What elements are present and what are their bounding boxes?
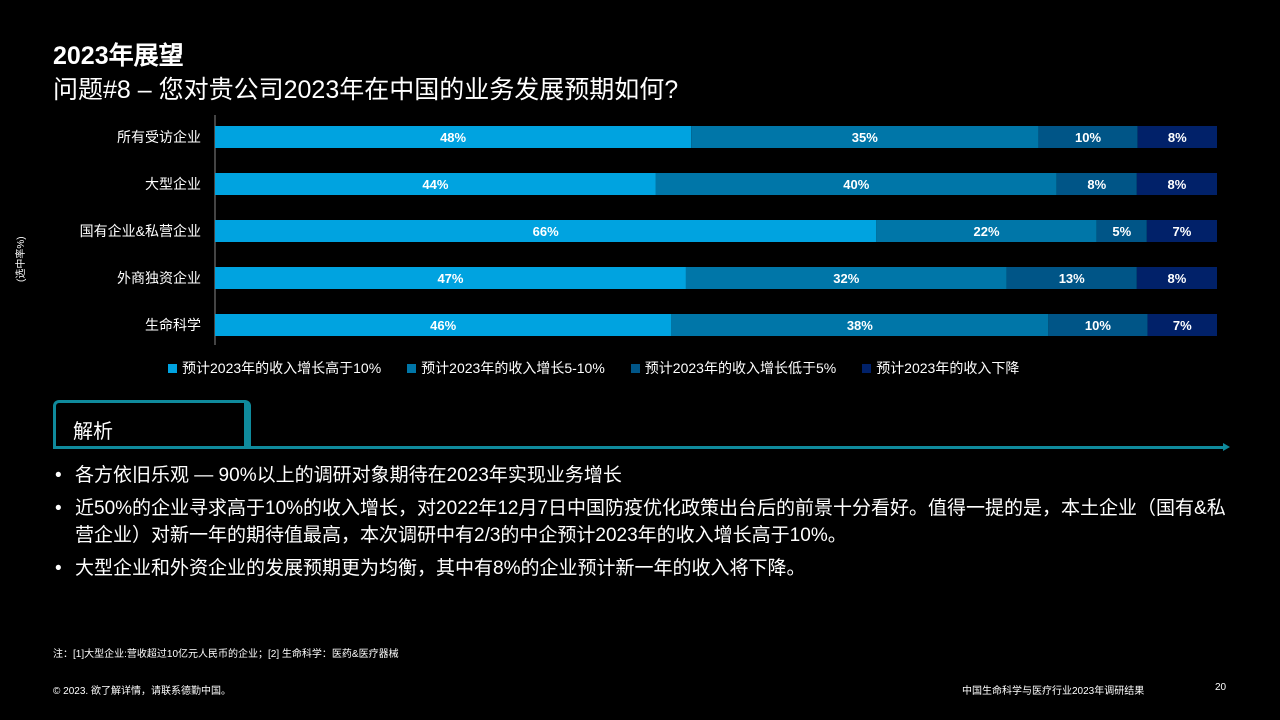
bullet-item: 大型企业和外资企业的发展预期更为均衡，其中有8%的企业预计新一年的收入将下降。	[55, 555, 1235, 582]
bar-segment	[876, 220, 1097, 242]
legend-label: 预计2023年的收入增长高于10%	[182, 360, 382, 376]
legend-swatch	[407, 363, 417, 373]
bar-segment	[1147, 314, 1217, 336]
bar-segment	[1136, 267, 1217, 289]
slide-title: 2023年展望	[53, 42, 184, 70]
legend-item: 预计2023年的收入增长低于5%	[630, 358, 837, 378]
legend-label: 预计2023年的收入增长低于5%	[644, 360, 837, 376]
legend-item: 预计2023年的收入增长高于10%	[168, 358, 381, 378]
data-label: 8%	[1168, 130, 1187, 145]
data-label: 22%	[974, 224, 1000, 239]
legend-swatch	[168, 363, 177, 373]
data-label: 48%	[440, 130, 466, 145]
data-label: 32%	[833, 271, 859, 286]
bar-segment	[691, 126, 1039, 148]
data-label: 44%	[422, 177, 448, 192]
bar-segment	[215, 267, 686, 289]
legend-label: 预计2023年的收入增长5-10%	[421, 360, 605, 376]
bar-segment	[1006, 267, 1137, 289]
bar-segment	[1038, 126, 1138, 148]
report-title: 中国生命科学与医疗行业2023年调研结果	[962, 686, 1145, 697]
legend-swatch	[862, 363, 872, 373]
legend-swatch	[630, 363, 640, 373]
data-label: 10%	[1075, 130, 1101, 145]
page-number: 20	[1215, 682, 1227, 693]
bar-segment	[215, 173, 656, 195]
data-label: 46%	[430, 318, 456, 333]
bar-segment	[1146, 220, 1217, 242]
data-label: 8%	[1168, 271, 1187, 286]
legend-item: 预计2023年的收入增长5-10%	[407, 358, 605, 378]
chart-legend: 预计2023年的收入增长高于10% 预计2023年的收入增长5-10% 预计2023…	[168, 358, 1019, 378]
data-label: 35%	[852, 130, 878, 145]
data-label: 8%	[1168, 177, 1187, 192]
data-label: 13%	[1059, 271, 1085, 286]
bar-segment	[671, 314, 1049, 336]
data-label: 8%	[1087, 177, 1106, 192]
analysis-bullets: 各方依旧乐观 — 90%以上的调研对象期待在2023年实现业务增长 近50%的企…	[55, 462, 1235, 588]
bar-segment	[1136, 173, 1217, 195]
legend-item: 预计2023年的收入下降	[862, 358, 1019, 378]
data-label: 38%	[847, 318, 873, 333]
bar-segment	[1048, 314, 1148, 336]
bar-segment	[685, 267, 1007, 289]
analysis-tab-label: 解析	[73, 421, 113, 443]
bar-segment	[215, 220, 877, 242]
data-label: 66%	[533, 224, 559, 239]
bar-segment	[655, 173, 1057, 195]
category-label: 外商独资企业	[117, 270, 201, 286]
divider	[53, 446, 1225, 449]
category-label: 大型企业	[145, 176, 201, 192]
bar-segment	[215, 314, 672, 336]
copyright: © 2023. 欲了解详情，请联系德勤中国。	[53, 686, 231, 697]
category-label: 国有企业&私营企业	[80, 223, 201, 239]
slide-subtitle: 问题#8 – 您对贵公司2023年在中国的业务发展预期如何?	[53, 76, 679, 104]
data-label: 47%	[437, 271, 463, 286]
category-label: 生命科学	[145, 317, 201, 333]
data-label: 5%	[1112, 224, 1131, 239]
bar-segment	[1056, 173, 1137, 195]
category-label: 所有受访企业	[117, 129, 201, 145]
data-label: 7%	[1173, 318, 1192, 333]
analysis-tab: 解析	[53, 400, 251, 448]
bullet-item: 各方依旧乐观 — 90%以上的调研对象期待在2023年实现业务增长	[55, 462, 1235, 489]
bullet-item: 近50%的企业寻求高于10%的收入增长，对2022年12月7日中国防疫优化政策出…	[55, 495, 1235, 549]
bar-segment	[1137, 126, 1217, 148]
data-label: 10%	[1085, 318, 1111, 333]
data-label: 40%	[843, 177, 869, 192]
bar-segment	[1096, 220, 1147, 242]
bar-segment	[215, 126, 692, 148]
legend-label: 预计2023年的收入下降	[876, 360, 1020, 376]
data-label: 7%	[1173, 224, 1192, 239]
footnote: 注：[1]大型企业:营收超过10亿元人民币的企业；[2] 生命科学：医药&医疗器…	[53, 649, 399, 660]
stacked-bar-chart: 所有受访企业 48% 35% 10% 8% 大型企业 44% 40% 8% 8% 国有企业&私营企业…	[80, 115, 1217, 345]
arrow-icon	[1223, 443, 1230, 451]
